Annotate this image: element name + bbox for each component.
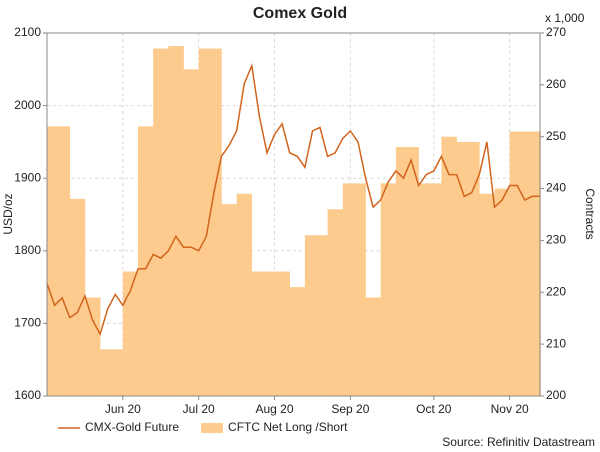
area-step	[266, 271, 275, 396]
y-tick-label: 2100	[14, 25, 41, 39]
area-step	[380, 183, 389, 396]
x-tick-label: Jul 20	[183, 402, 215, 416]
area-step	[138, 126, 146, 396]
y-tick-label: 1900	[14, 170, 41, 184]
y-tick-label: 1800	[14, 243, 41, 257]
area-step	[320, 235, 328, 396]
area-step	[395, 147, 404, 396]
area-step	[115, 349, 124, 396]
area-step	[297, 287, 306, 396]
area-step	[532, 131, 541, 396]
y2-tick-label: 210	[546, 336, 566, 350]
area-step	[84, 297, 93, 396]
area-step	[130, 271, 139, 396]
area-step	[357, 183, 366, 396]
area-step	[92, 297, 101, 396]
area-step	[486, 193, 495, 396]
area-step	[198, 48, 207, 397]
plot-frame	[46, 32, 541, 397]
area-step	[418, 183, 427, 396]
area-step	[206, 48, 215, 397]
area-step	[160, 48, 169, 397]
y2-tick-label: 230	[546, 233, 566, 247]
area-step	[191, 69, 199, 397]
area-step	[471, 141, 480, 396]
area-step	[213, 48, 222, 397]
area-step	[433, 183, 442, 396]
area-step	[479, 193, 488, 396]
area-step	[517, 131, 526, 396]
area-step	[175, 45, 184, 396]
area-step	[251, 271, 260, 396]
area-step	[456, 141, 465, 396]
legend-label: CFTC Net Long /Short	[228, 420, 348, 434]
area-step	[236, 193, 245, 396]
area-step	[77, 198, 86, 396]
area-step	[153, 48, 162, 397]
source-note: Source: Refinitiv Datastream	[442, 435, 595, 449]
area-step	[107, 349, 116, 396]
area-step	[168, 45, 177, 396]
area-step	[335, 209, 344, 396]
area-step	[411, 147, 419, 396]
line	[46, 62, 540, 337]
y2-tick-label: 260	[546, 77, 566, 91]
area-step	[62, 126, 71, 396]
area-step	[312, 235, 321, 396]
area-step	[502, 188, 510, 396]
area-step	[365, 297, 374, 396]
area-step	[350, 183, 359, 396]
area-step	[441, 136, 450, 396]
y-axis-label: USD/oz	[1, 193, 15, 234]
area-step	[342, 183, 351, 396]
area-step	[69, 198, 78, 396]
area-step	[524, 131, 533, 396]
area-step	[327, 209, 336, 396]
x-tick-label: Sep 20	[331, 402, 369, 416]
area-step	[259, 271, 268, 396]
area-step	[183, 69, 192, 397]
area-step	[274, 271, 283, 396]
area-step	[373, 297, 382, 396]
x-tick-label: Aug 20	[256, 402, 294, 416]
area-step	[388, 183, 397, 396]
y2-axis-label: Contracts	[583, 188, 597, 239]
area-step	[448, 136, 457, 396]
y2-tick-label: 220	[546, 284, 566, 298]
y-tick-label: 2000	[14, 98, 41, 112]
y2-tick-label: 200	[546, 388, 566, 402]
area-step	[494, 188, 503, 396]
x-tick-label: Oct 20	[416, 402, 452, 416]
area-step	[289, 287, 298, 396]
legend-swatch	[201, 423, 224, 433]
area-step	[122, 271, 131, 396]
legend-label: CMX-Gold Future	[85, 420, 179, 434]
area-step	[304, 235, 313, 396]
y2-tick-label: 250	[546, 129, 566, 143]
area-step	[244, 193, 253, 396]
chart-title: Comex Gold	[253, 5, 347, 22]
area-step	[47, 126, 55, 396]
x-tick-label: Jun 20	[105, 402, 141, 416]
area-step	[229, 204, 237, 396]
y2-tick-label: 270	[546, 25, 566, 39]
area-step	[282, 271, 291, 396]
y-tick-label: 1600	[14, 388, 41, 402]
y2-tick-label: 240	[546, 181, 566, 195]
area-step	[509, 131, 518, 396]
area-step	[54, 126, 63, 396]
y-tick-label: 1700	[14, 316, 41, 330]
y2-unit: x 1,000	[545, 11, 585, 25]
area-step	[426, 183, 435, 396]
area-step	[403, 147, 412, 396]
x-tick-label: Nov 20	[491, 402, 529, 416]
area-step	[100, 349, 108, 396]
area-step	[464, 141, 473, 396]
area-step	[221, 204, 230, 396]
